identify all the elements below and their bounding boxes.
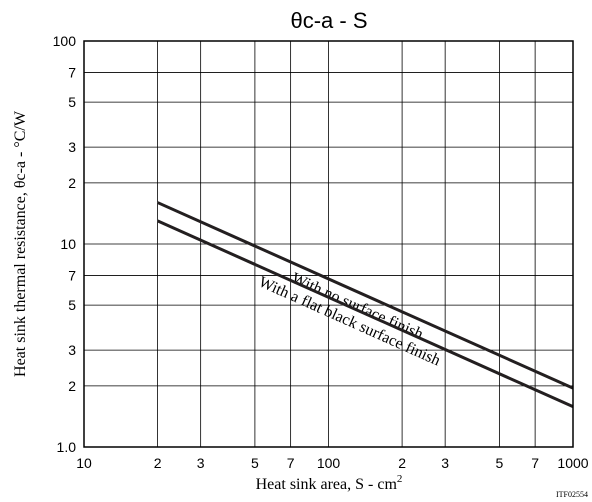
chart-title: θc-a - S xyxy=(290,8,367,33)
y-tick-labels: 1.0 2 3 5 7 10 2 3 5 7 100 xyxy=(53,33,77,455)
series-line-1 xyxy=(156,201,574,390)
x-axis-label-superscript: 2 xyxy=(397,473,403,485)
x-tick-label: 5 xyxy=(495,455,503,471)
x-tick-label: 2 xyxy=(154,455,162,471)
x-tick-label: 10 xyxy=(76,455,92,471)
figure-code: ITF02554 xyxy=(556,490,588,499)
y-tick-label: 10 xyxy=(60,236,76,252)
y-tick-label: 2 xyxy=(68,378,76,394)
x-axis-label-text: Heat sink area, S - cm xyxy=(256,476,398,493)
y-tick-label: 100 xyxy=(53,33,77,49)
x-tick-label: 2 xyxy=(398,455,406,471)
x-tick-label: 7 xyxy=(531,455,539,471)
y-tick-label: 3 xyxy=(68,342,76,358)
y-tick-label: 7 xyxy=(68,64,76,80)
y-tick-label: 3 xyxy=(68,139,76,155)
x-tick-label: 100 xyxy=(317,455,341,471)
x-tick-labels: 10 2 3 5 7 100 2 3 5 7 1000 xyxy=(76,455,589,471)
x-tick-label: 3 xyxy=(441,455,449,471)
y-tick-label: 5 xyxy=(68,94,76,110)
y-axis-label: Heat sink thermal resistance, θc-a - °C/… xyxy=(12,110,29,377)
x-tick-label: 5 xyxy=(251,455,259,471)
grid xyxy=(84,41,573,447)
y-tick-label: 5 xyxy=(68,297,76,313)
x-axis-label: Heat sink area, S - cm2 xyxy=(256,473,403,493)
y-tick-label: 7 xyxy=(68,267,76,283)
plot-frame xyxy=(83,40,574,448)
x-tick-label: 1000 xyxy=(557,455,588,471)
x-tick-label: 3 xyxy=(197,455,205,471)
y-tick-label: 1.0 xyxy=(57,439,77,455)
x-tick-label: 7 xyxy=(287,455,295,471)
y-tick-label: 2 xyxy=(68,175,76,191)
series-line-2 xyxy=(156,219,574,409)
